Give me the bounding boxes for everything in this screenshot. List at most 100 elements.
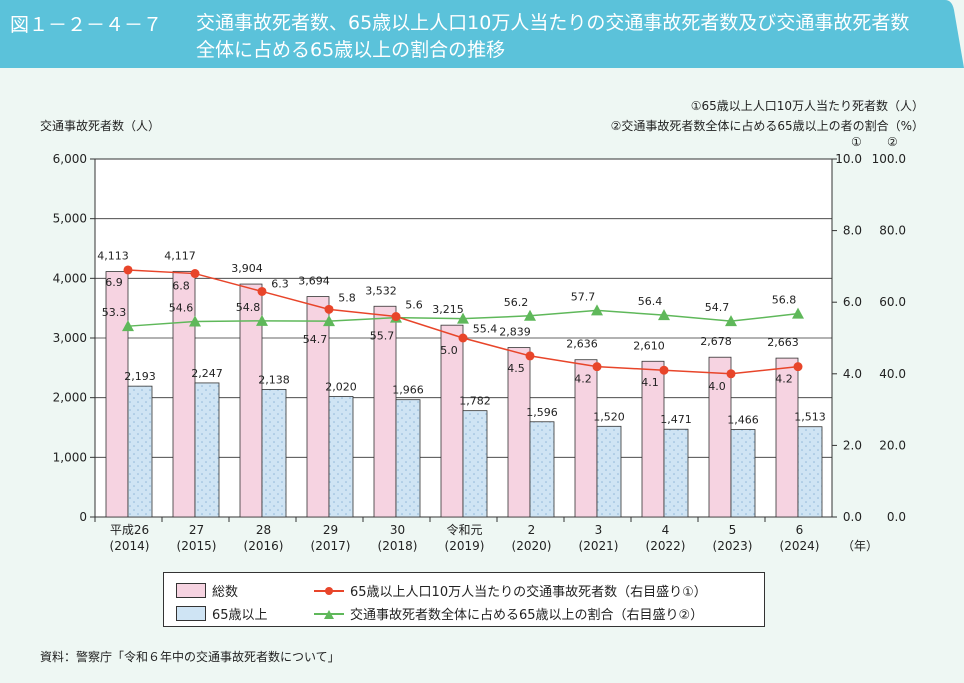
rate-point (793, 362, 803, 372)
rate-data-label: 4.2 (775, 373, 793, 386)
ratio-data-label: 54.7 (303, 333, 328, 346)
x-tick-label-year: (2021) (579, 539, 619, 553)
rate-point (123, 265, 133, 275)
x-tick-label: 29 (323, 523, 338, 537)
rate-point (324, 304, 334, 314)
rate-data-label: 5.6 (405, 299, 423, 312)
total-data-label: 3,215 (432, 303, 464, 316)
bar-elderly (328, 396, 354, 518)
right1-tick-label: 8.0 (843, 224, 862, 238)
elderly-data-label: 1,782 (459, 395, 491, 408)
left-tick-label: 4,000 (53, 271, 87, 285)
x-tick-label: 28 (256, 523, 271, 537)
ratio-data-label: 54.6 (169, 302, 194, 315)
ratio-point (122, 320, 134, 332)
legend-swatch-elderly (176, 606, 206, 621)
x-tick-label-year: (2022) (646, 539, 686, 553)
legend-swatch-ratio (314, 609, 344, 619)
right-axis-mark-2: ② (887, 135, 898, 149)
ratio-point (256, 314, 268, 326)
ratio-point (725, 315, 737, 327)
ratio-data-label: 54.7 (705, 301, 730, 314)
source-note: 資料：警察庁「令和６年中の交通事故死者数について」 (40, 650, 340, 664)
bar-elderly (730, 429, 756, 518)
right-axis-title-1: ①65歳以上人口10万人当たり死者数（人） (690, 99, 924, 113)
chart-title: 交通事故死者数、65歳以上人口10万人当たりの交通事故死者数及び交通事故死者数全… (196, 12, 910, 61)
rate-point (458, 333, 468, 343)
elderly-data-label: 2,193 (124, 370, 156, 383)
rate-point (726, 369, 736, 379)
right1-tick-label: 2.0 (843, 438, 862, 452)
legend-item-rate: 65歳以上人口10万人当たりの交通事故死者数（右目盛り①） (314, 581, 707, 600)
right1-tick-label: 0.0 (843, 510, 862, 524)
ratio-data-label: 53.3 (102, 306, 127, 319)
left-axis-title: 交通事故死者数（人） (40, 119, 161, 133)
rate-data-label: 4.5 (507, 362, 525, 375)
ratio-data-label: 56.2 (504, 296, 529, 309)
legend-label: 総数 (212, 585, 239, 600)
elderly-data-label: 1,466 (727, 414, 759, 427)
bar-total (306, 296, 330, 518)
elderly-data-label: 1,596 (526, 406, 558, 419)
ratio-data-label: 56.4 (638, 295, 663, 308)
rate-data-label: 6.8 (172, 280, 190, 293)
x-tick-label: 3 (595, 523, 603, 537)
x-tick-label-year: (2017) (311, 539, 351, 553)
rate-data-label: 5.0 (440, 344, 458, 357)
x-tick-label-year: (2016) (244, 539, 284, 553)
rate-point (257, 286, 267, 296)
bar-elderly (529, 421, 555, 518)
x-tick-label: 6 (796, 523, 804, 537)
bar-total (239, 283, 263, 518)
legend-swatch-total (176, 583, 206, 598)
x-tick-label: 2 (528, 523, 536, 537)
rate-data-label: 6.3 (271, 277, 289, 290)
figure-number: 図１－２－４－７ (10, 14, 163, 36)
bar-elderly (127, 385, 153, 518)
rate-data-label: 5.8 (338, 291, 356, 304)
legend-item-ratio: 交通事故死者数全体に占める65歳以上の割合（右目盛り②） (314, 604, 703, 623)
x-tick-label-year: (2019) (445, 539, 485, 553)
right-axis-title-2: ②交通事故死者数全体に占める65歳以上の者の割合（%） (610, 119, 924, 133)
left-tick-label: 1,000 (53, 450, 87, 464)
bar-elderly (395, 399, 421, 518)
rate-data-label: 4.1 (641, 376, 659, 389)
total-data-label: 2,678 (700, 335, 732, 348)
elderly-data-label: 1,966 (392, 384, 424, 397)
total-data-label: 2,636 (566, 338, 598, 351)
left-tick-label: 3,000 (53, 331, 87, 345)
x-tick-label-year: (2014) (110, 539, 150, 553)
total-data-label: 2,839 (499, 326, 531, 339)
bar-elderly (261, 389, 287, 518)
bar-elderly (663, 428, 689, 518)
elderly-data-label: 1,513 (794, 411, 826, 424)
elderly-data-label: 2,020 (325, 380, 357, 393)
ratio-point (524, 309, 536, 321)
x-tick-label: 27 (189, 523, 204, 537)
elderly-data-label: 1,520 (593, 410, 625, 423)
x-tick-label-year: (2018) (378, 539, 418, 553)
rate-point (190, 269, 200, 279)
elderly-data-label: 2,138 (258, 373, 290, 386)
right2-tick-label: 0.0 (887, 510, 906, 524)
legend-item-total: 総数 (176, 581, 238, 600)
rate-point (592, 362, 602, 372)
ratio-data-label: 56.8 (772, 294, 797, 307)
total-data-label: 4,113 (97, 250, 129, 263)
total-data-label: 2,610 (633, 339, 665, 352)
left-tick-label: 2,000 (53, 391, 87, 405)
legend-label: 交通事故死者数全体に占める65歳以上の割合（右目盛り②） (350, 608, 704, 623)
ratio-data-label: 55.4 (473, 323, 498, 336)
total-data-label: 4,117 (164, 249, 196, 262)
ratio-point (591, 304, 603, 316)
legend-label: 65歳以上 (212, 608, 268, 623)
total-data-label: 2,663 (767, 336, 799, 349)
x-unit-label: （年） (842, 539, 878, 553)
x-tick-label: 5 (729, 523, 737, 537)
ratio-data-label: 57.7 (571, 290, 596, 303)
right2-tick-label: 20.0 (879, 438, 906, 452)
total-data-label: 3,532 (365, 284, 397, 297)
rate-point (391, 312, 401, 322)
bar-elderly (194, 382, 220, 518)
